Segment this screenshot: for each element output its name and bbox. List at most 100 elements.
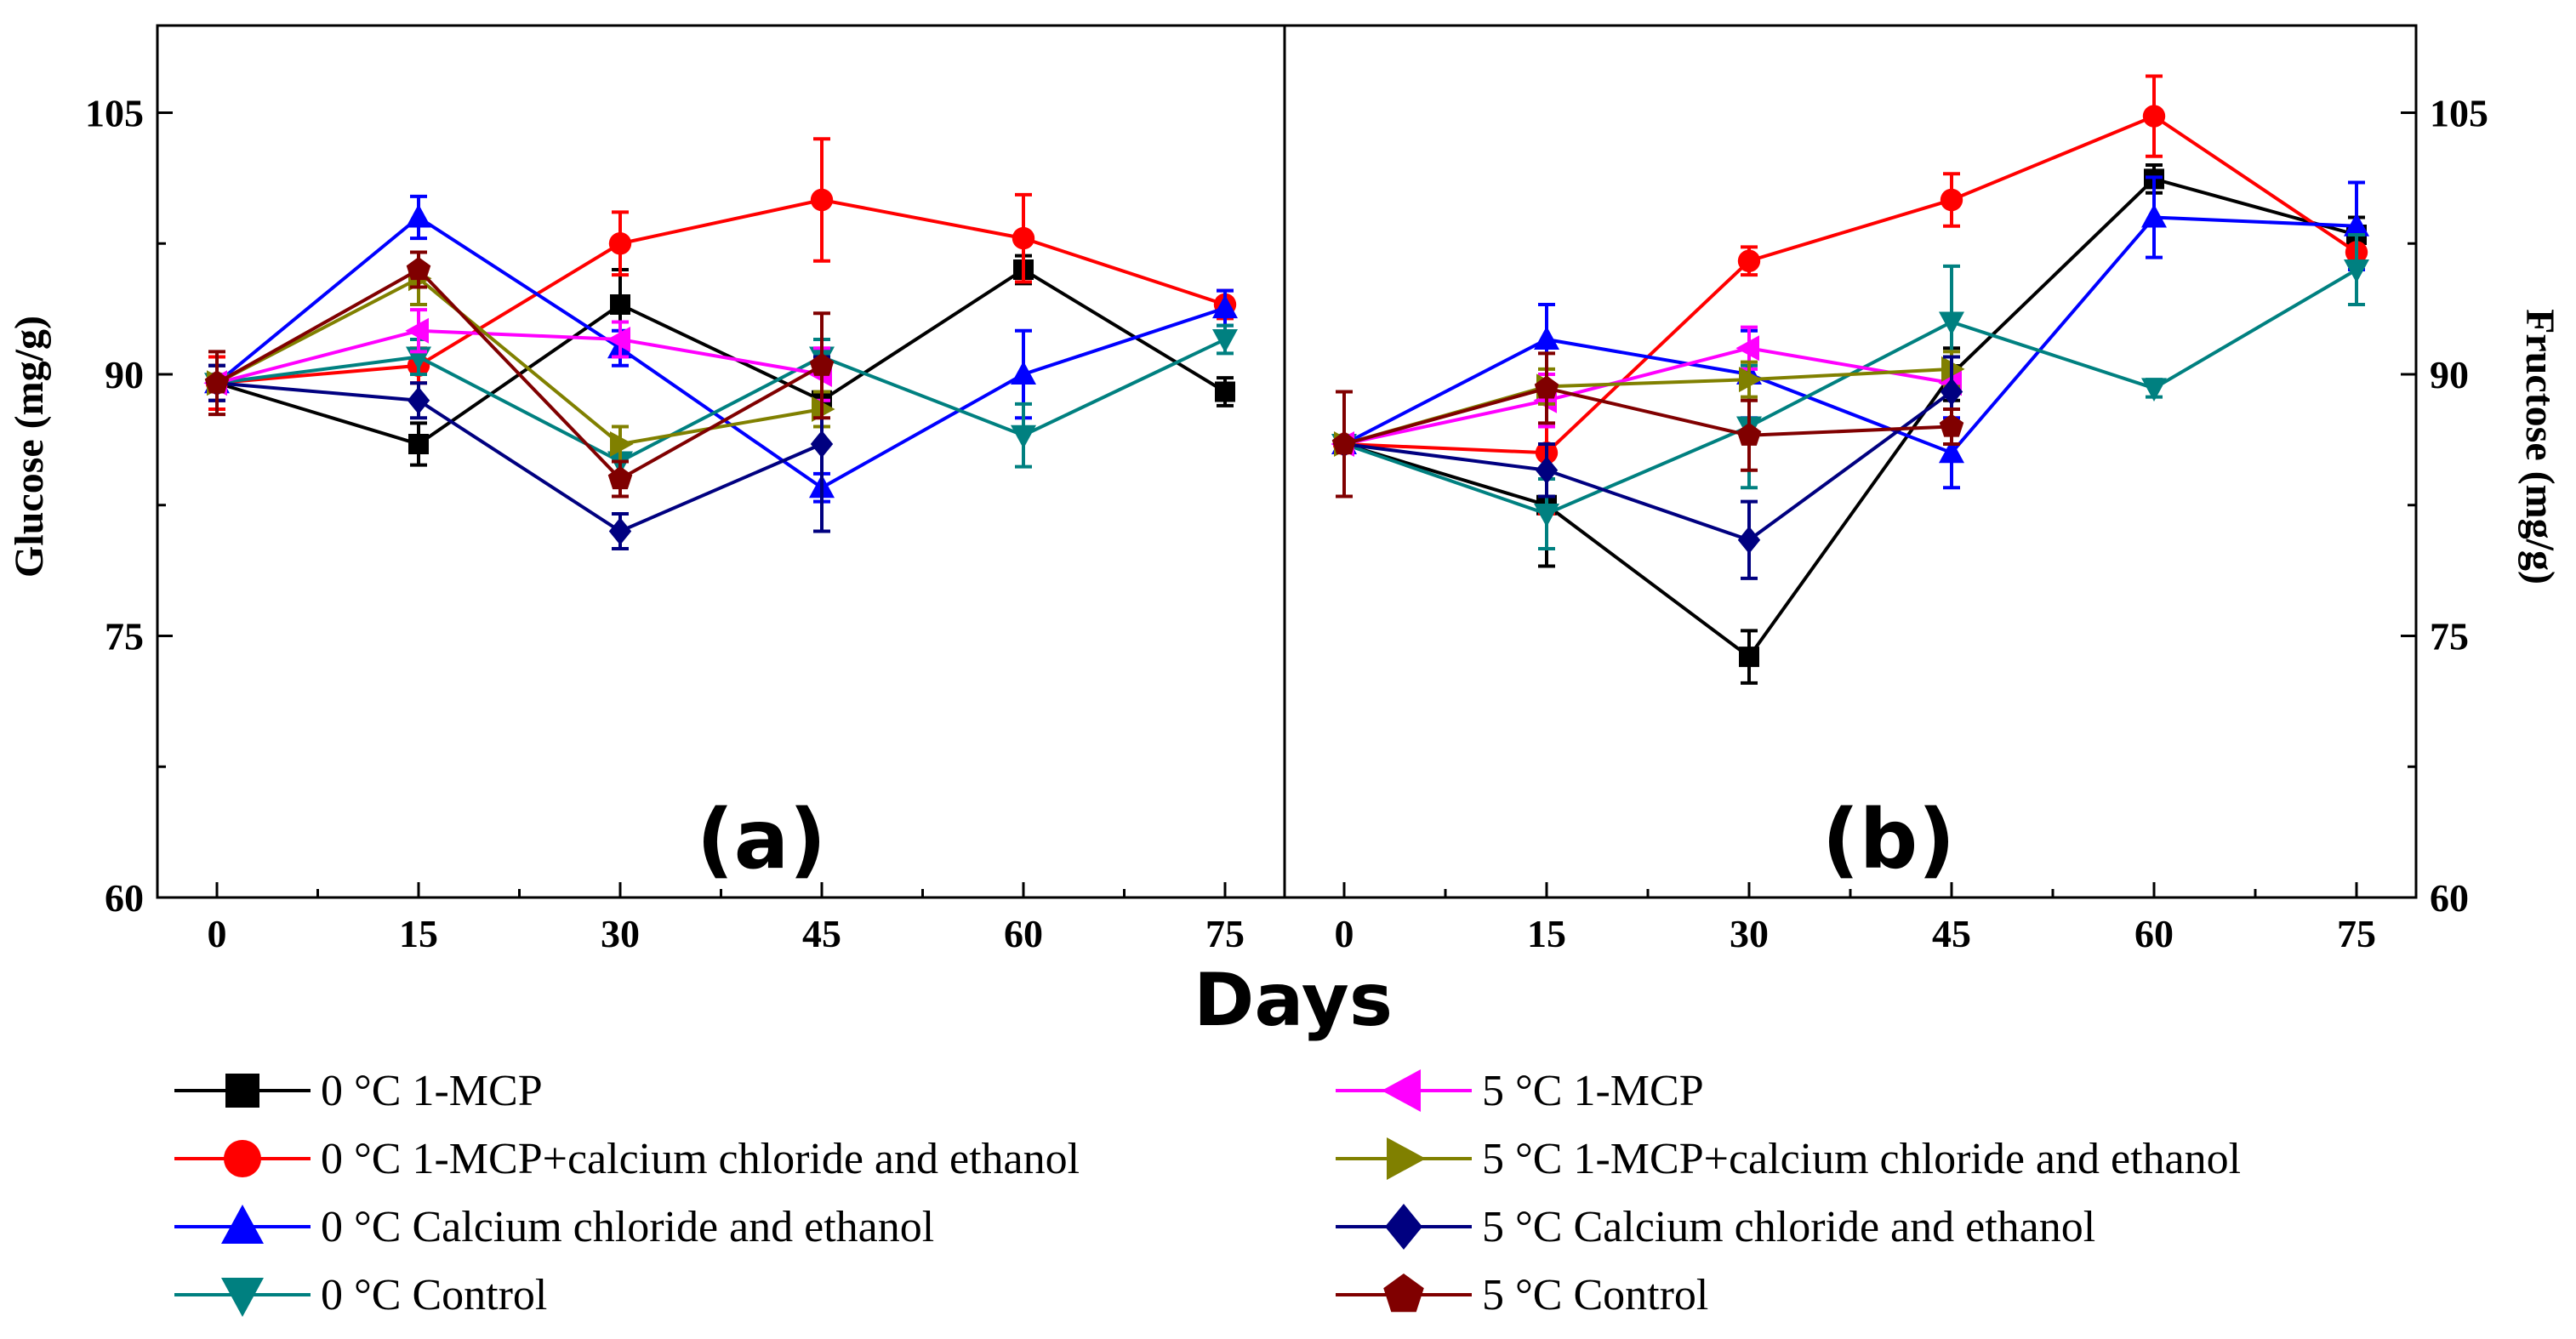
legend-item: 5 °C 1-MCP: [1336, 1067, 1704, 1115]
series-b-1: [1332, 74, 2368, 516]
series-line: [216, 267, 823, 481]
data-point: [1012, 226, 1035, 250]
axis-ticks: 0 15 30 45 60 75 60 75 90 105 0 15 30 45 60 75 60 75 90 105: [85, 92, 2488, 956]
data-point: [2344, 213, 2369, 236]
series-a-2: [204, 194, 1238, 504]
data-point: [406, 203, 431, 228]
legend-marker: [224, 1140, 261, 1177]
y-axis-title-glucose: Glucose (mg/g): [7, 316, 52, 578]
series-line: [1343, 390, 1953, 542]
data-point: [2344, 259, 2369, 283]
legend-label: 0 °C Control: [321, 1271, 547, 1319]
series-a-3: [204, 323, 1238, 481]
series-line: [1343, 346, 1952, 446]
data-point: [407, 386, 430, 414]
data-point: [1739, 367, 1763, 393]
data-point: [1940, 188, 1963, 212]
data-point: [1534, 504, 1559, 527]
data-point: [610, 431, 634, 457]
x-tick-label: 15: [399, 912, 438, 955]
data-point: [1939, 413, 1964, 437]
data-point: [408, 434, 429, 454]
legend-marker: [221, 1278, 264, 1317]
data-point: [2141, 378, 2167, 402]
x-tick-label: 60: [2134, 912, 2174, 955]
legend-marker: [1387, 1137, 1426, 1180]
series-line: [1343, 177, 2357, 659]
data-point: [1331, 431, 1357, 455]
series-a-6: [205, 355, 834, 550]
data-point: [405, 317, 429, 344]
series-line: [1343, 268, 2358, 516]
x-tick-label: 75: [1205, 912, 1245, 955]
x-tick-label: 45: [1932, 912, 1971, 955]
legend-label: 5 °C 1-MCP+calcium chloride and ethanol: [1482, 1135, 2241, 1183]
data-point: [1535, 456, 1559, 484]
legend-item: 0 °C Calcium chloride and ethanol: [174, 1203, 934, 1251]
data-point: [204, 370, 230, 394]
series-a-4: [203, 308, 832, 402]
series-line: [215, 215, 1226, 490]
data-point: [1736, 422, 1762, 446]
data-point: [1940, 378, 1963, 406]
legend-label: 5 °C 1-MCP: [1482, 1067, 1704, 1115]
x-tick-label: 75: [2337, 912, 2376, 955]
x-tick-label: 60: [1004, 912, 1043, 955]
series-line: [216, 276, 823, 447]
legend-label: 0 °C Calcium chloride and ethanol: [321, 1203, 934, 1251]
panel-label-a: (a): [697, 792, 827, 887]
data-point: [1215, 381, 1235, 402]
y-axis-title-fructose: Fructose (mg/g): [2517, 309, 2562, 584]
data-point: [1737, 526, 1761, 554]
series-a-1: [205, 137, 1237, 411]
series-b-2: [1331, 175, 2369, 499]
plot-frame-a: [156, 24, 1286, 899]
data-point: [1011, 424, 1036, 449]
data-point: [1739, 647, 1759, 668]
y-tick-label: 60: [105, 876, 144, 920]
data-point: [1212, 294, 1238, 319]
x-tick-label: 15: [1527, 912, 1566, 955]
series-layer: [203, 74, 2369, 685]
legend-marker: [225, 1074, 259, 1108]
legend-label: 5 °C Calcium chloride and ethanol: [1482, 1203, 2095, 1251]
series-b-0: [1334, 163, 2367, 685]
series-line: [1343, 386, 1952, 446]
data-point: [607, 466, 633, 490]
legend-label: 0 °C 1-MCP: [321, 1067, 543, 1115]
series-line: [1343, 367, 1952, 446]
y-tick-label: 75: [2430, 615, 2469, 658]
series-a-7: [204, 250, 835, 499]
data-point: [608, 517, 632, 545]
y-tick-label: 75: [105, 615, 144, 658]
legend-item: 0 °C 1-MCP: [174, 1067, 543, 1115]
data-point: [406, 257, 431, 281]
legend-item: 5 °C Control: [1336, 1271, 1708, 1319]
series-line: [216, 197, 1226, 385]
x-tick-label: 45: [802, 912, 841, 955]
data-point: [1939, 439, 1964, 464]
data-point: [1534, 326, 1559, 350]
y-tick-label: 90: [105, 353, 144, 396]
data-point: [1212, 329, 1238, 353]
x-axis-title-days: Days: [1194, 958, 1393, 1043]
data-point: [2141, 203, 2167, 228]
series-line: [216, 338, 1226, 464]
series-b-3: [1331, 233, 2369, 550]
legend-item: 0 °C 1-MCP+calcium chloride and ethanol: [174, 1135, 1080, 1183]
legend-item: 5 °C 1-MCP+calcium chloride and ethanol: [1336, 1135, 2241, 1183]
x-tick-label: 0: [1335, 912, 1354, 955]
series-line: [216, 267, 1227, 447]
x-tick-label: 30: [601, 912, 640, 955]
x-tick-label: 0: [208, 912, 227, 955]
x-tick-label: 30: [1730, 912, 1769, 955]
series-line: [1343, 114, 2358, 455]
data-point: [1735, 335, 1759, 362]
legend-marker: [1383, 1273, 1424, 1313]
data-point: [1939, 311, 1964, 336]
legend-label: 5 °C Control: [1482, 1271, 1708, 1319]
data-point: [810, 430, 834, 459]
data-point: [1737, 249, 1761, 272]
data-point: [607, 327, 630, 352]
